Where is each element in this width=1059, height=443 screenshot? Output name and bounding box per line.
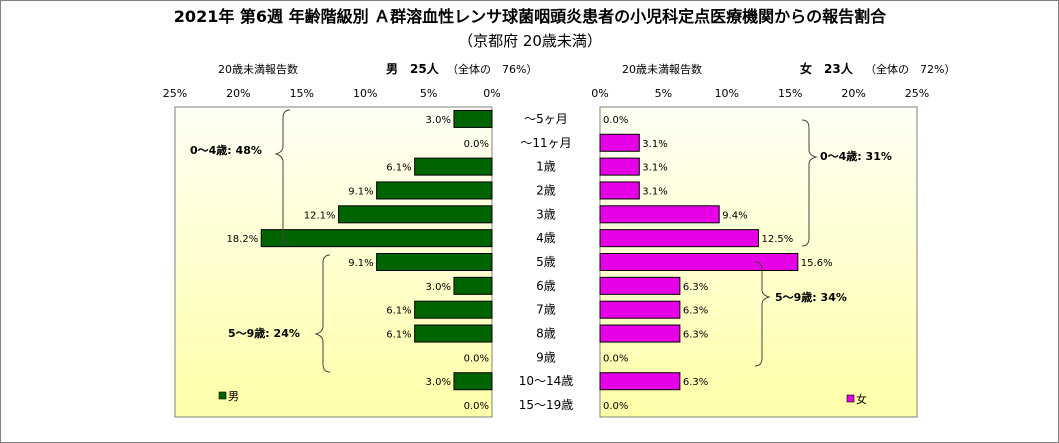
female-data-label: 6.3%	[683, 377, 708, 388]
male-annotation-0-4: 0～4歳: 48%	[190, 143, 262, 157]
female-bracket-0-4	[801, 119, 818, 247]
male-data-label: 9.1%	[348, 186, 373, 197]
male-annotation-5-9: 5～9歳: 24%	[228, 326, 300, 340]
female-bar	[599, 133, 640, 152]
female-axis-ticks: 0% 5% 10% 15% 20% 25%	[591, 87, 929, 100]
legend-female-swatch	[846, 394, 855, 403]
category-label: 4歳	[536, 231, 556, 245]
male-data-label: 0.0%	[464, 139, 489, 150]
female-bar	[599, 372, 681, 391]
male-bar	[376, 253, 493, 271]
male-bar	[414, 157, 493, 176]
legend-male-swatch	[218, 391, 227, 400]
female-bar	[599, 324, 681, 343]
male-bar	[414, 300, 493, 319]
male-data-label: 9.1%	[348, 258, 373, 269]
category-label: 10～14歳	[519, 374, 574, 388]
female-data-label: 0.0%	[603, 353, 628, 364]
female-annotation-0-4: 0～4歳: 31%	[820, 149, 892, 163]
male-data-label: 3.0%	[426, 115, 451, 126]
male-bar	[376, 181, 493, 200]
female-data-label: 3.1%	[642, 186, 667, 197]
female-bar	[599, 276, 681, 295]
legend-female-label: 女	[856, 392, 867, 406]
category-label: 8歳	[536, 327, 556, 341]
female-bar	[599, 300, 681, 319]
female-bracket-5-9	[754, 261, 771, 367]
male-data-label: 0.0%	[464, 401, 489, 412]
female-tick-label: 15%	[778, 87, 802, 100]
male-bracket-5-9	[314, 254, 331, 373]
female-bar	[599, 205, 720, 224]
category-labels: ～5ヶ月 ～11ヶ月 1歳 2歳 3歳 4歳 5歳 6歳 7歳 8歳 9歳 10～14歳 15～19歳	[519, 112, 574, 412]
female-data-label: 0.0%	[603, 401, 628, 412]
female-bar	[599, 157, 640, 176]
category-label: 6歳	[536, 279, 556, 293]
male-tick-label: 0%	[483, 87, 500, 100]
male-data-label: 6.1%	[386, 306, 411, 317]
male-bracket-0-4	[274, 109, 291, 245]
male-axis-ticks: 25% 20% 15% 10% 5% 0%	[163, 87, 501, 100]
female-header-label: 20歳未満報告数	[622, 63, 702, 76]
female-data-label: 15.6%	[801, 258, 833, 269]
category-label: ～5ヶ月	[524, 112, 568, 126]
chart-title: 2021年 第6週 年齢階級別 Ａ群溶血性レンサ球菌咽頭炎患者の小児科定点医療機…	[174, 7, 887, 26]
male-bar	[453, 372, 493, 391]
male-data-label: 12.1%	[304, 210, 336, 221]
male-header-count: 男 25人	[386, 61, 440, 76]
female-header-share: （全体の 72%）	[865, 62, 955, 76]
female-bar	[599, 253, 799, 271]
female-data-label: 6.3%	[683, 330, 708, 341]
category-label: ～11ヶ月	[520, 136, 571, 150]
male-data-label: 3.0%	[426, 377, 451, 388]
category-label: 15～19歳	[519, 398, 574, 412]
male-header-share: （全体の 76%）	[447, 62, 537, 76]
category-label: 9歳	[536, 350, 556, 364]
male-tick-label: 10%	[353, 87, 377, 100]
male-bar	[453, 276, 493, 295]
female-data-label: 0.0%	[603, 115, 628, 126]
female-tick-label: 5%	[655, 87, 672, 100]
female-data-label: 3.1%	[642, 163, 667, 174]
category-label: 1歳	[536, 160, 556, 174]
female-header-count: 女 23人	[800, 61, 854, 76]
female-data-label: 12.5%	[762, 234, 794, 245]
female-annotation-5-9: 5～9歳: 34%	[775, 290, 847, 304]
female-bar	[599, 181, 640, 200]
male-bars: 3.0% 0.0% 6.1% 9.1% 12.1% 18.2% 9.1% 3.0% 6.1% 6.…	[226, 109, 493, 412]
female-bars: 0.0% 3.1% 3.1% 3.1% 9.4% 12.5% 15.6% 6.3% 6.3% 6.…	[599, 115, 833, 412]
female-data-label: 9.4%	[722, 210, 747, 221]
male-bar	[260, 229, 493, 248]
male-tick-label: 5%	[420, 87, 437, 100]
female-tick-label: 20%	[841, 87, 865, 100]
male-tick-label: 25%	[163, 87, 187, 100]
category-label: 7歳	[536, 303, 556, 317]
female-bar	[599, 229, 759, 248]
female-data-label: 6.3%	[683, 306, 708, 317]
chart-subtitle: （京都府 20歳未満）	[458, 32, 602, 50]
male-header-label: 20歳未満報告数	[218, 63, 298, 76]
male-bar	[414, 324, 493, 343]
female-data-label: 6.3%	[683, 282, 708, 293]
male-bar	[338, 205, 493, 224]
male-tick-label: 20%	[226, 87, 250, 100]
female-tick-label: 25%	[905, 87, 929, 100]
female-tick-label: 0%	[591, 87, 608, 100]
male-data-label: 0.0%	[464, 353, 489, 364]
category-label: 5歳	[536, 255, 556, 269]
category-label: 2歳	[536, 183, 556, 197]
male-data-label: 3.0%	[426, 282, 451, 293]
male-data-label: 6.1%	[386, 163, 411, 174]
legend-male-label: 男	[228, 390, 239, 403]
category-label: 3歳	[536, 207, 556, 221]
male-bar	[453, 109, 493, 128]
male-data-label: 6.1%	[386, 330, 411, 341]
female-tick-label: 10%	[715, 87, 739, 100]
male-tick-label: 15%	[290, 87, 314, 100]
male-data-label: 18.2%	[226, 234, 258, 245]
female-data-label: 3.1%	[642, 139, 667, 150]
